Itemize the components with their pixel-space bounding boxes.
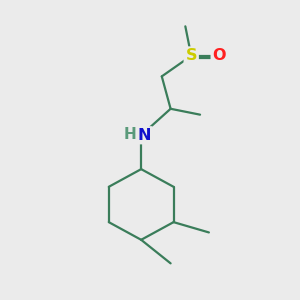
- Text: O: O: [212, 48, 226, 63]
- Text: S: S: [185, 48, 197, 63]
- Text: H: H: [124, 127, 136, 142]
- Text: N: N: [138, 128, 152, 143]
